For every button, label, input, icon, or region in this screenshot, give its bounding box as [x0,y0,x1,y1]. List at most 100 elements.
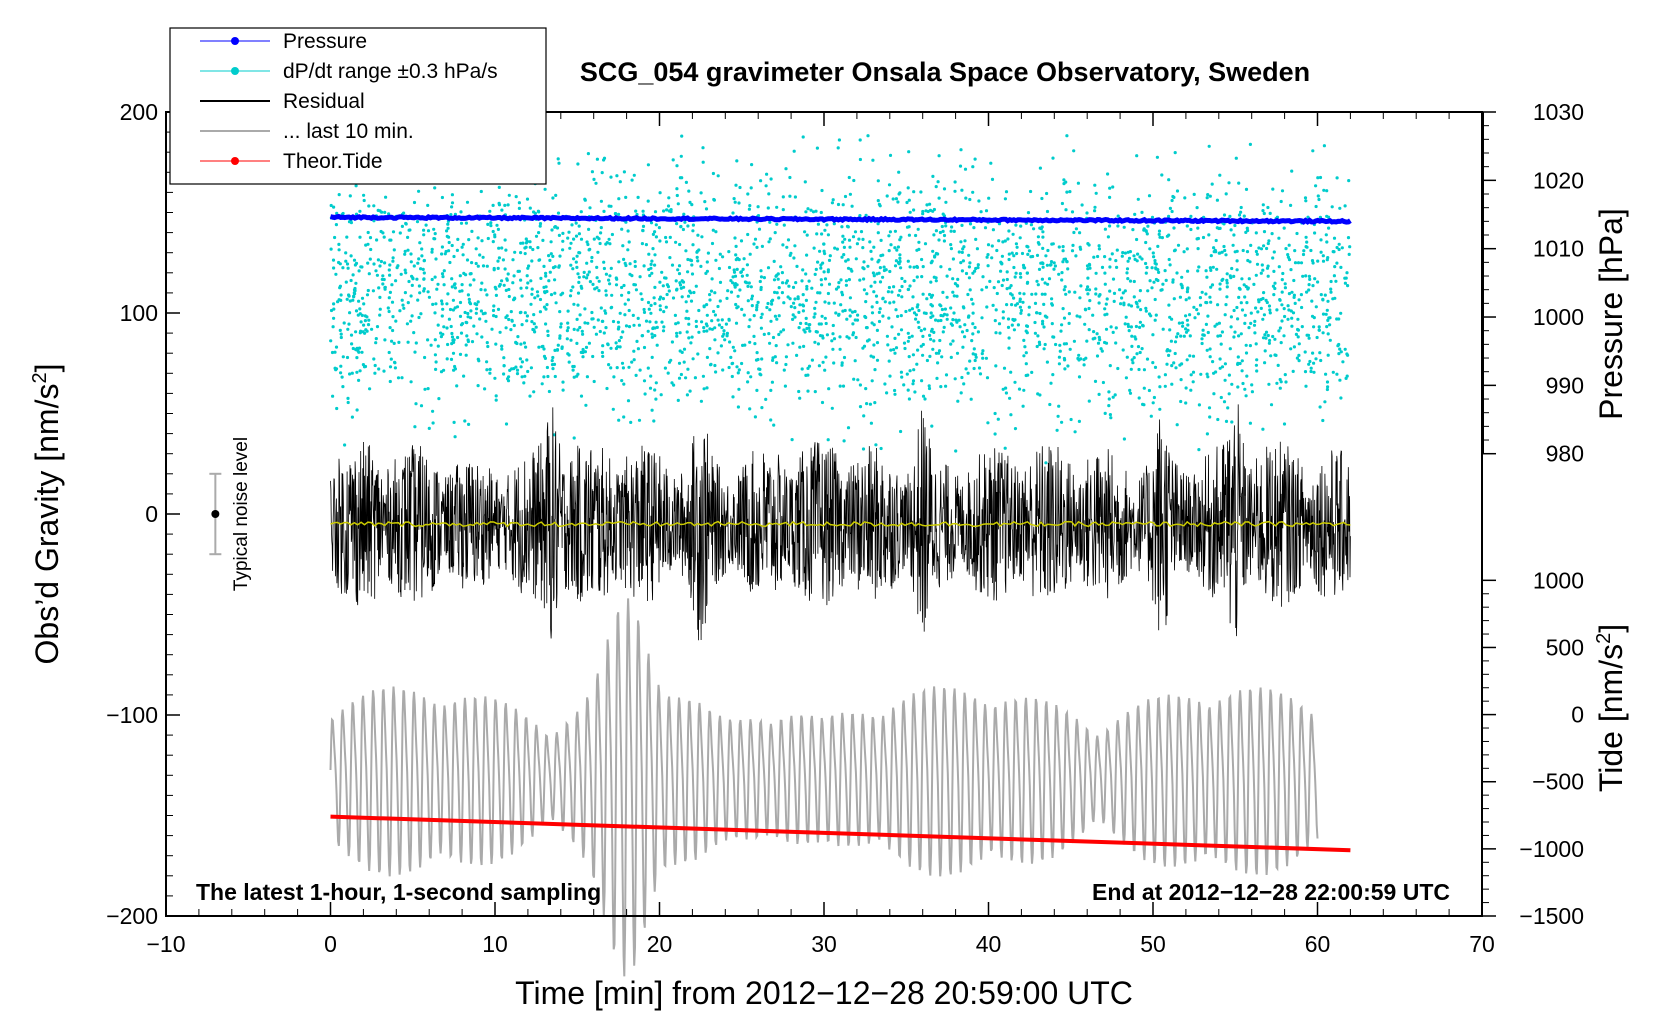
dpdt-point [939,313,943,318]
dpdt-point [736,305,740,309]
dpdt-point [782,301,786,305]
dpdt-point [370,327,374,331]
dpdt-point [871,158,875,162]
dpdt-point [858,405,863,409]
dpdt-point [609,366,613,370]
dpdt-point [937,349,942,353]
dpdt-point [439,335,443,339]
annotation-right: End at 2012−12−28 22:00:59 UTC [1092,879,1450,905]
dpdt-point [1180,321,1185,325]
dpdt-point [1311,351,1315,355]
dpdt-point [618,345,622,349]
dpdt-point [832,222,836,226]
dpdt-point [832,337,837,341]
dpdt-point [1016,323,1021,327]
dpdt-point [654,397,658,401]
dpdt-point [1172,361,1176,365]
dpdt-point [545,303,549,307]
dpdt-point [566,326,570,330]
dpdt-point [816,260,820,264]
dpdt-point [1088,299,1092,303]
dpdt-point [566,236,570,240]
dpdt-point [1344,376,1348,380]
dpdt-point [507,294,511,299]
dpdt-point [739,239,744,243]
dpdt-point [1066,364,1070,368]
dpdt-point [576,303,580,307]
dpdt-point [1168,206,1172,210]
dpdt-point [760,357,764,361]
dpdt-point [662,310,666,314]
dpdt-point [531,247,535,252]
dpdt-point [367,204,371,208]
dpdt-point [967,253,971,257]
dpdt-point [937,238,941,242]
dpdt-point [895,248,899,252]
dpdt-point [1052,267,1056,271]
dpdt-point [1316,259,1320,263]
dpdt-point [1237,334,1241,338]
dpdt-point [391,259,395,263]
dpdt-point [1093,209,1097,213]
dpdt-point [447,249,451,253]
dpdt-point [1009,413,1013,417]
dpdt-point [1186,269,1190,273]
dpdt-point [362,198,366,203]
dpdt-point [1319,358,1323,363]
dpdt-point [1013,380,1017,384]
dpdt-point [777,314,781,318]
dpdt-point [861,246,865,250]
dpdt-point [1051,373,1055,377]
dpdt-point [755,305,759,309]
dpdt-point [749,186,753,190]
dpdt-point [750,304,754,308]
dpdt-point [400,298,404,302]
dpdt-point [660,320,664,324]
dpdt-point [725,334,729,338]
dpdt-point [393,361,397,365]
legend-label: ... last 10 min. [283,120,414,143]
dpdt-point [1279,199,1283,204]
dpdt-point [1226,406,1230,410]
dpdt-point [1178,295,1182,299]
dpdt-point [710,327,715,331]
dpdt-point [955,320,959,324]
dpdt-point [456,335,460,340]
dpdt-point [1205,301,1209,305]
dpdt-point [387,212,391,216]
dpdt-point [1182,334,1186,338]
dpdt-point [697,248,701,252]
dpdt-point [643,392,647,396]
dpdt-point [615,277,619,281]
dpdt-point [1142,403,1146,407]
dpdt-point [1216,303,1220,307]
dpdt-point [547,389,552,394]
dpdt-point [1167,214,1171,218]
dpdt-point [1086,267,1090,271]
dpdt-point [867,338,871,342]
dpdt-point [733,236,737,240]
dpdt-point [945,313,949,317]
dpdt-point [759,275,764,279]
dpdt-point [595,157,600,161]
dpdt-point [646,366,650,370]
dpdt-point [406,340,410,344]
noise-bar [209,472,222,556]
dpdt-point [633,283,638,287]
dpdt-point [1311,284,1315,288]
dpdt-point [877,319,882,324]
dpdt-point [383,338,387,342]
dpdt-point [503,267,507,271]
dpdt-point [1287,308,1291,312]
dpdt-point [426,203,430,207]
dpdt-point [632,349,636,353]
dpdt-point [583,198,587,202]
dpdt-point [614,212,618,216]
dpdt-point [705,386,709,390]
dpdt-point [845,317,849,321]
dpdt-point [659,393,663,397]
dpdt-point [1220,365,1225,369]
dpdt-point [521,241,525,245]
dpdt-point [1115,265,1119,269]
dpdt-point [1018,236,1022,240]
